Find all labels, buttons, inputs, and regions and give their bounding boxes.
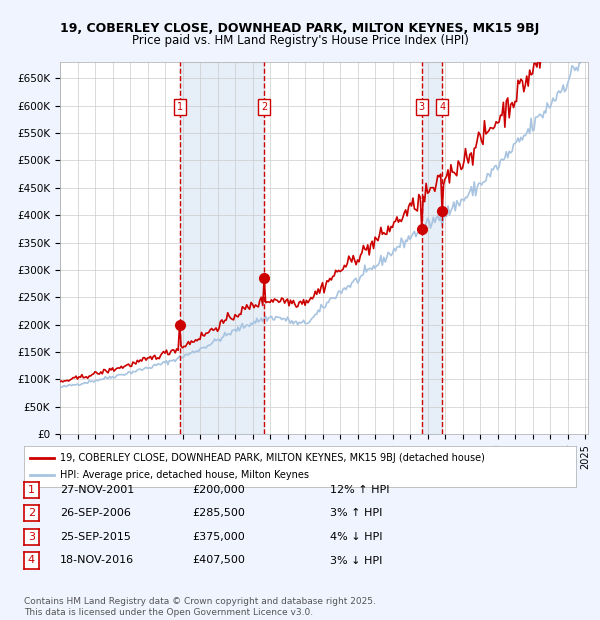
Text: 3% ↑ HPI: 3% ↑ HPI (330, 508, 382, 518)
Text: 4% ↓ HPI: 4% ↓ HPI (330, 532, 383, 542)
Text: 4: 4 (439, 102, 445, 112)
Text: £285,500: £285,500 (192, 508, 245, 518)
Text: £407,500: £407,500 (192, 556, 245, 565)
Text: 25-SEP-2015: 25-SEP-2015 (60, 532, 131, 542)
Text: 3: 3 (419, 102, 425, 112)
Text: 3% ↓ HPI: 3% ↓ HPI (330, 556, 382, 565)
Text: £200,000: £200,000 (192, 485, 245, 495)
Text: 2: 2 (28, 508, 35, 518)
Text: Price paid vs. HM Land Registry's House Price Index (HPI): Price paid vs. HM Land Registry's House … (131, 34, 469, 47)
Text: 1: 1 (176, 102, 182, 112)
Text: 3: 3 (28, 532, 35, 542)
Text: 4: 4 (28, 556, 35, 565)
Text: 2: 2 (261, 102, 268, 112)
Text: 18-NOV-2016: 18-NOV-2016 (60, 556, 134, 565)
Text: 26-SEP-2006: 26-SEP-2006 (60, 508, 131, 518)
Text: 12% ↑ HPI: 12% ↑ HPI (330, 485, 389, 495)
Bar (422, 62, 442, 434)
Text: Contains HM Land Registry data © Crown copyright and database right 2025.
This d: Contains HM Land Registry data © Crown c… (24, 598, 376, 617)
Text: 19, COBERLEY CLOSE, DOWNHEAD PARK, MILTON KEYNES, MK15 9BJ: 19, COBERLEY CLOSE, DOWNHEAD PARK, MILTO… (61, 22, 539, 35)
Text: 1: 1 (28, 485, 35, 495)
Text: 19, COBERLEY CLOSE, DOWNHEAD PARK, MILTON KEYNES, MK15 9BJ (detached house): 19, COBERLEY CLOSE, DOWNHEAD PARK, MILTO… (60, 453, 485, 463)
Text: £375,000: £375,000 (192, 532, 245, 542)
Bar (179, 62, 264, 434)
Text: HPI: Average price, detached house, Milton Keynes: HPI: Average price, detached house, Milt… (60, 471, 309, 480)
Text: 27-NOV-2001: 27-NOV-2001 (60, 485, 134, 495)
